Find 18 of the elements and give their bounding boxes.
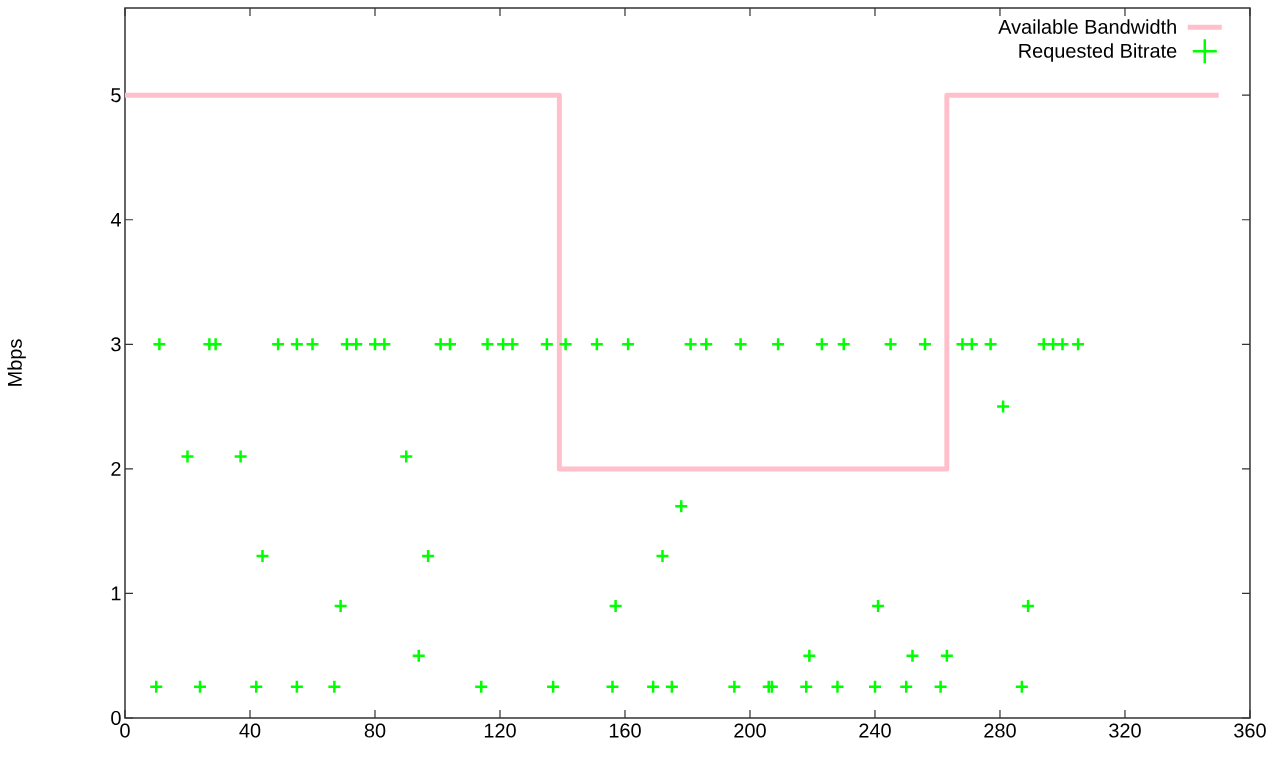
legend-label: Available Bandwidth xyxy=(998,19,1176,34)
x-tick-label: 240 xyxy=(859,723,891,738)
y-axis-title: Mbps xyxy=(7,339,26,386)
x-tick-label: 200 xyxy=(734,723,766,738)
x-tick-label: 120 xyxy=(484,723,516,738)
x-tick-label: 40 xyxy=(239,723,261,738)
y-tick-label: 0 xyxy=(111,710,121,726)
y-tick-label: 4 xyxy=(110,212,121,227)
y-tick-label: 5 xyxy=(111,88,121,103)
y-tick-label: 2 xyxy=(111,461,121,476)
x-tick-label: 160 xyxy=(609,723,641,738)
legend-label: Requested Bitrate xyxy=(1019,43,1177,62)
y-tick-label: 3 xyxy=(111,337,121,352)
x-tick-label: 360 xyxy=(1234,723,1266,738)
x-tick-label: 320 xyxy=(1109,723,1141,738)
y-tick-label: 1 xyxy=(111,586,121,601)
x-tick-label: 80 xyxy=(364,723,386,738)
x-tick-label: 280 xyxy=(984,723,1016,738)
